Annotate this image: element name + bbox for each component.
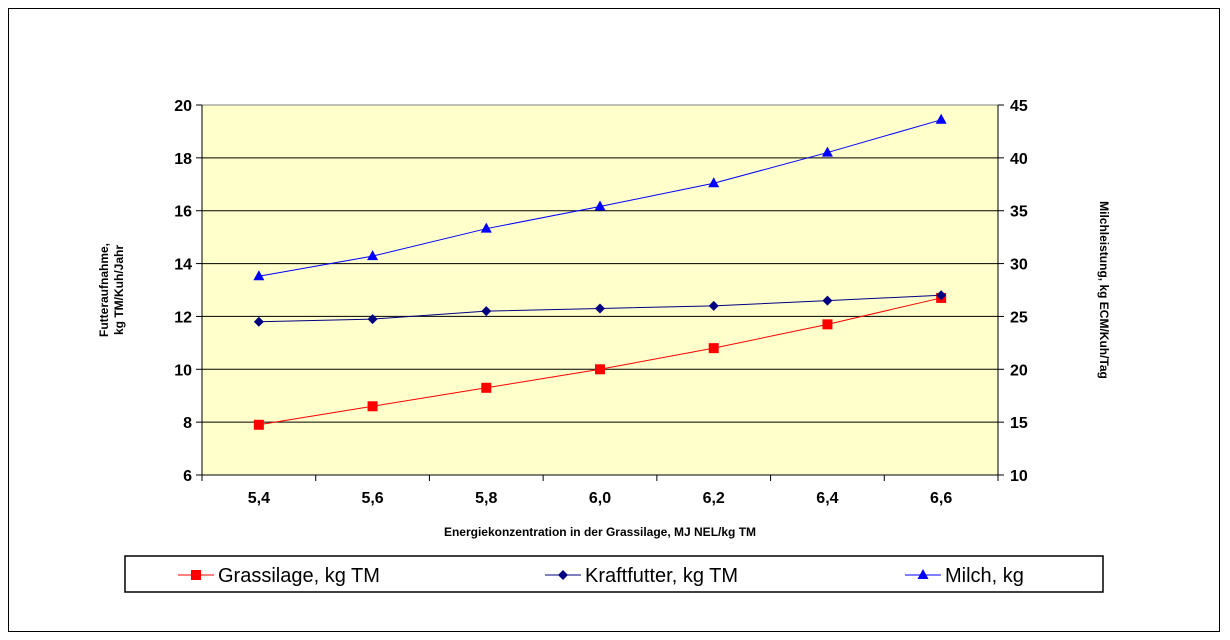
right-tick-label: 10 [1010, 468, 1028, 485]
triangle-marker [480, 222, 492, 233]
right-tick-label: 40 [1010, 151, 1028, 168]
legend-label: Milch, kg [945, 565, 1024, 587]
square-marker [367, 401, 378, 412]
left-axis-title-line-1: Futteraufnahme, [97, 243, 111, 337]
plot-area [201, 104, 999, 476]
diamond-marker [481, 306, 492, 317]
triangle-marker [917, 569, 929, 579]
left-tick-label: 10 [174, 362, 192, 379]
gridlines [202, 157, 998, 423]
triangle-marker [253, 270, 265, 281]
x-tick-label: 6,0 [589, 490, 611, 507]
square-marker [191, 570, 201, 580]
legend: Grassilage, kg TM Kraftfutter, kg TM Milch… [124, 555, 1104, 593]
x-tick-label: 5,8 [475, 490, 497, 507]
legend-label: Kraftfutter, kg TM [585, 565, 738, 587]
triangle-marker [935, 113, 947, 124]
tick-labels: 6 8 10 12 14 16 18 20 10 15 20 25 30 35 40 45 5,4 5,6 5,8 6… [174, 98, 1028, 507]
right-axis-title: Milchleistung, kg ECM/Kuh/Tag [1097, 201, 1111, 379]
x-tick-label: 5,6 [361, 490, 383, 507]
square-marker [481, 382, 492, 393]
x-tick-label: 5,4 [248, 490, 270, 507]
left-tick-label: 6 [183, 468, 192, 485]
diamond-marker [708, 300, 719, 311]
axes [196, 104, 1004, 481]
diamond-marker [367, 314, 378, 325]
diamond-marker [822, 295, 833, 306]
diamond-marker [595, 303, 605, 314]
left-tick-label: 8 [183, 415, 192, 432]
right-tick-label: 30 [1010, 257, 1028, 274]
right-tick-label: 20 [1010, 362, 1028, 379]
left-tick-label: 12 [174, 309, 192, 326]
right-tick-label: 35 [1010, 204, 1028, 221]
square-marker [595, 364, 605, 375]
x-tick-label: 6,4 [816, 490, 838, 507]
left-tick-label: 18 [174, 151, 192, 168]
triangle-marker [367, 250, 379, 261]
triangle-marker [821, 146, 833, 157]
x-tick-label: 6,6 [930, 490, 952, 507]
x-axis-title: Energiekonzentration in der Grassilage, … [444, 525, 756, 539]
square-marker [708, 343, 719, 354]
right-tick-label: 25 [1010, 309, 1028, 326]
left-tick-label: 16 [174, 204, 192, 221]
x-tick-label: 6,2 [703, 490, 725, 507]
square-marker [253, 419, 264, 430]
right-tick-label: 45 [1010, 98, 1028, 115]
right-axis-title-text: Milchleistung, kg ECM/Kuh/Tag [1097, 201, 1111, 379]
diamond-marker [936, 290, 947, 301]
square-marker [822, 319, 833, 330]
legend-label: Grassilage, kg TM [218, 565, 380, 587]
diamond-marker [253, 316, 264, 327]
right-tick-label: 15 [1010, 415, 1028, 432]
legend-box [124, 555, 1104, 593]
diamond-marker [558, 570, 568, 580]
left-axis-title: Futteraufnahme, kg TM/Kuh/Jahr [97, 243, 126, 337]
triangle-marker [594, 200, 606, 211]
left-tick-label: 20 [174, 98, 192, 115]
triangle-marker [708, 177, 720, 188]
left-axis-title-line-2: kg TM/Kuh/Jahr [112, 245, 126, 335]
left-tick-label: 14 [174, 257, 192, 274]
series-markers [253, 113, 947, 430]
